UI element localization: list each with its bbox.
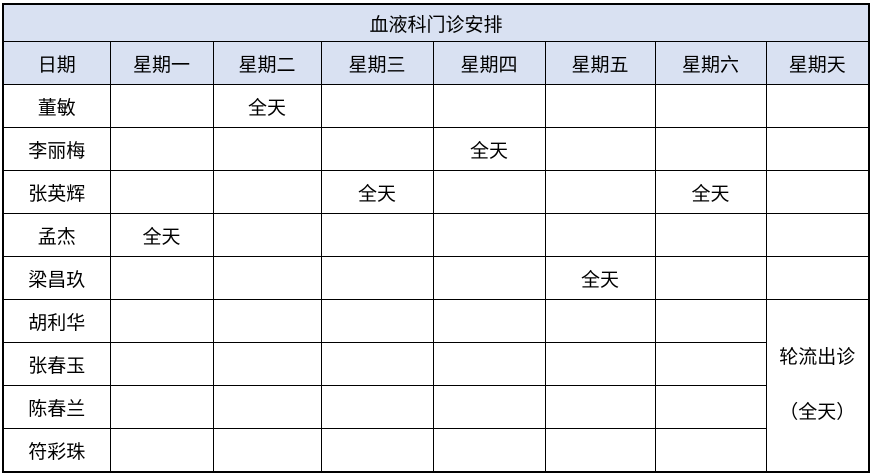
schedule-slot	[320, 84, 434, 129]
column-header-tuesday: 星期二	[212, 41, 322, 86]
rotation-duty-cell: 轮流出诊（全天）	[765, 299, 870, 473]
schedule-slot	[212, 342, 322, 387]
column-header-date: 日期	[2, 41, 111, 86]
schedule-slot	[654, 299, 767, 344]
schedule-slot	[544, 170, 656, 215]
schedule-slot	[432, 170, 546, 215]
schedule-slot	[320, 127, 434, 172]
schedule-slot	[109, 299, 214, 344]
schedule-row: 胡利华 轮流出诊（全天）	[2, 299, 870, 473]
title-row: 血液科门诊安排	[2, 3, 870, 43]
schedule-slot	[432, 385, 546, 430]
schedule-row: 符彩珠	[2, 428, 869, 473]
schedule-slot	[765, 84, 870, 129]
schedule-slot	[320, 385, 434, 430]
schedule-slot	[765, 256, 870, 301]
schedule-slot	[654, 213, 767, 258]
schedule-slot: 全天	[654, 170, 767, 215]
doctor-name-cell: 张英辉	[2, 170, 111, 215]
schedule-slot	[544, 213, 656, 258]
schedule-slot	[212, 213, 322, 258]
schedule-slot	[432, 299, 546, 344]
schedule-slot	[212, 256, 322, 301]
schedule-slot	[212, 385, 322, 430]
schedule-slot	[320, 428, 434, 473]
column-header-wednesday: 星期三	[320, 41, 434, 86]
doctor-name-cell: 符彩珠	[2, 428, 111, 473]
schedule-slot	[109, 84, 214, 129]
schedule-slot	[432, 84, 546, 129]
schedule-table: 血液科门诊安排 日期 星期一 星期二 星期三 星期四 星期五 星期六 星期天 董…	[2, 3, 871, 473]
doctor-name-cell: 张春玉	[2, 342, 111, 387]
schedule-row: 梁昌玖 全天	[2, 256, 870, 301]
schedule-slot: 全天	[544, 256, 656, 301]
schedule-slot	[544, 127, 656, 172]
schedule-slot	[654, 127, 767, 172]
schedule-slot	[109, 342, 214, 387]
column-header-sunday: 星期天	[765, 41, 870, 86]
schedule-slot	[109, 127, 214, 172]
doctor-name-cell: 董敏	[2, 84, 111, 129]
doctor-name-cell: 陈春兰	[2, 385, 111, 430]
schedule-slot	[654, 342, 767, 387]
schedule-slot	[654, 385, 767, 430]
schedule-slot	[654, 84, 767, 129]
column-header-monday: 星期一	[109, 41, 214, 86]
column-header-friday: 星期五	[544, 41, 656, 86]
doctor-name-cell: 孟杰	[2, 213, 111, 258]
schedule-slot: 全天	[109, 213, 214, 258]
doctor-name-cell: 梁昌玖	[2, 256, 111, 301]
doctor-name-cell: 胡利华	[2, 299, 111, 344]
schedule-slot	[432, 428, 546, 473]
schedule-slot	[212, 170, 322, 215]
schedule-slot	[212, 299, 322, 344]
doctor-name-cell: 李丽梅	[2, 127, 111, 172]
schedule-row: 陈春兰	[2, 385, 869, 430]
schedule-slot	[320, 213, 434, 258]
schedule-slot	[320, 299, 434, 344]
schedule-slot	[544, 84, 656, 129]
schedule-row: 张英辉 全天 全天	[2, 170, 870, 215]
column-header-thursday: 星期四	[432, 41, 546, 86]
schedule-slot	[654, 428, 767, 473]
schedule-slot	[320, 256, 434, 301]
schedule-slot	[544, 299, 656, 344]
schedule-slot	[432, 342, 546, 387]
column-header-saturday: 星期六	[654, 41, 767, 86]
schedule-slot	[765, 170, 870, 215]
schedule-slot	[109, 256, 214, 301]
schedule-slot	[765, 127, 870, 172]
schedule-slot	[544, 428, 656, 473]
schedule-slot	[320, 342, 434, 387]
schedule-slot	[109, 170, 214, 215]
schedule-slot	[654, 256, 767, 301]
schedule-slot: 全天	[212, 84, 322, 129]
schedule-slot	[544, 385, 656, 430]
schedule-slot	[432, 213, 546, 258]
schedule-slot	[765, 213, 870, 258]
schedule-row: 李丽梅 全天	[2, 127, 870, 172]
schedule-row: 董敏 全天	[2, 84, 870, 129]
schedule-slot: 全天	[320, 170, 434, 215]
schedule-slot: 全天	[432, 127, 546, 172]
schedule-row: 孟杰 全天	[2, 213, 870, 258]
table-title: 血液科门诊安排	[2, 3, 870, 43]
schedule-slot	[212, 428, 322, 473]
schedule-slot	[212, 127, 322, 172]
schedule-slot	[544, 342, 656, 387]
schedule-slot	[109, 385, 214, 430]
schedule-row: 张春玉	[2, 342, 869, 387]
schedule-slot	[432, 256, 546, 301]
header-row: 日期 星期一 星期二 星期三 星期四 星期五 星期六 星期天	[2, 41, 870, 86]
schedule-slot	[109, 428, 214, 473]
